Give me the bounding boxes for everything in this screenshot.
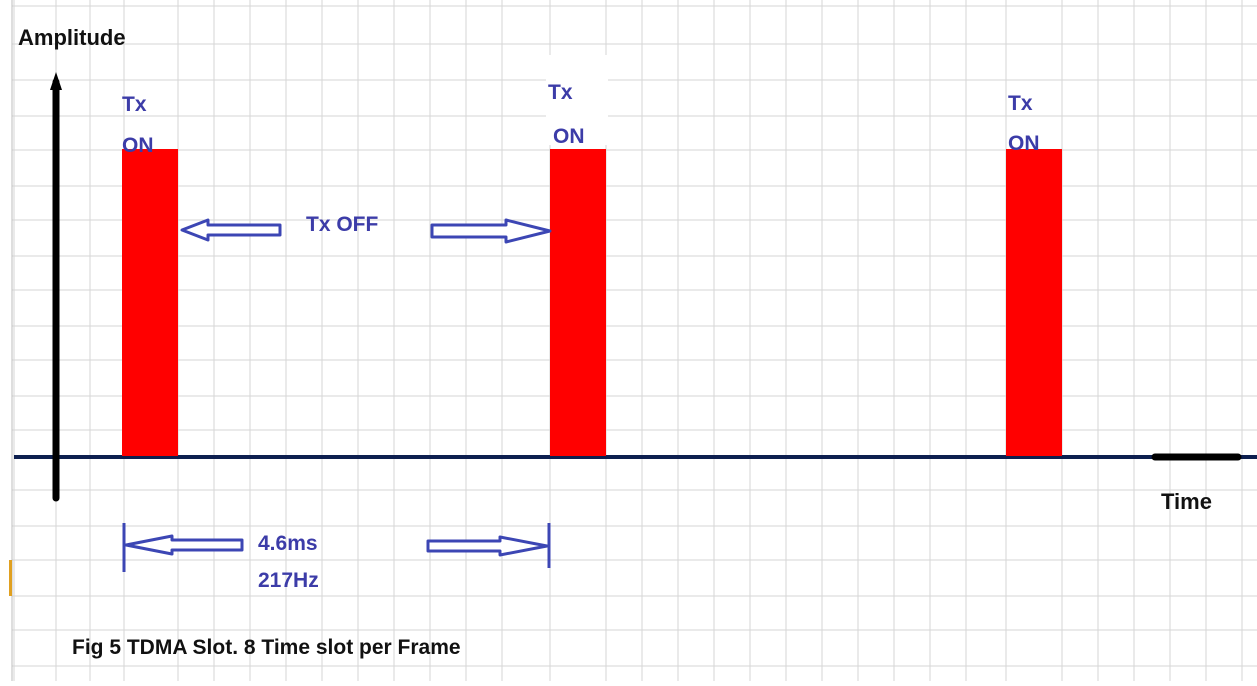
- pulse-1-label-on: ON: [122, 134, 154, 157]
- tx-off-left-arrow: [180, 218, 282, 242]
- pulse-3-label-on: ON: [1008, 132, 1040, 155]
- pulse-2-label-on: ON: [553, 125, 585, 148]
- pulse-3-label-tx: Tx: [1008, 92, 1033, 115]
- frequency-label: 217Hz: [258, 569, 319, 592]
- period-left-arrow: [124, 534, 244, 556]
- background-grid: [12, 0, 1257, 681]
- figure-caption: Fig 5 TDMA Slot. 8 Time slot per Frame: [72, 636, 461, 659]
- pulse-2-label-tx: Tx: [548, 81, 573, 104]
- tx-off-label: Tx OFF: [306, 213, 379, 236]
- label-cell: [546, 55, 608, 145]
- period-right-arrow: [426, 535, 549, 557]
- tx-on-pulse-1: [122, 149, 178, 456]
- time-axis-label: Time: [1161, 489, 1212, 514]
- pulse-1-label-tx: Tx: [122, 93, 147, 116]
- cell-marker: [9, 560, 12, 596]
- tx-on-pulse-2: [550, 149, 606, 456]
- amplitude-axis-label: Amplitude: [18, 25, 126, 50]
- amplitude-axis-arrowhead: [50, 72, 62, 90]
- period-label: 4.6ms: [258, 532, 318, 555]
- tx-off-right-arrow: [430, 218, 552, 244]
- tx-on-pulse-3: [1006, 149, 1062, 456]
